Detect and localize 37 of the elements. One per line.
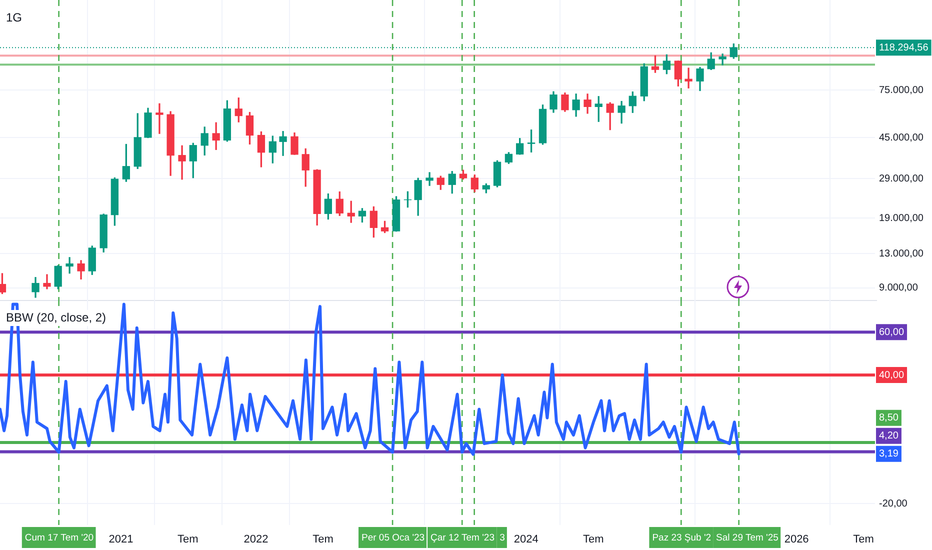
ref-line-label: Çar 12 Tem '23 [430, 532, 494, 544]
y-tick-label: 45.000,00 [879, 132, 924, 144]
candlestick [66, 257, 74, 274]
y-tick-label: 3,19 [879, 448, 899, 460]
candlestick [718, 54, 726, 66]
ref-line-label: 118.294,56 [879, 42, 929, 54]
y-tick-label: 19.000,00 [879, 212, 924, 224]
ref-line-label: 3 [500, 532, 505, 544]
x-tick-label: 2024 [514, 534, 538, 546]
y-tick-label: 29.000,00 [879, 173, 924, 184]
y-tick-label: 9.000,00 [879, 282, 918, 294]
ref-line-label: Per 05 Oca '23 [362, 532, 425, 544]
ref-line-label: Sal 29 Tem '25 [716, 532, 778, 544]
x-tick-label: 2026 [784, 534, 809, 546]
y-tick-label: 13.000,00 [879, 248, 924, 260]
candlestick [178, 145, 186, 180]
y-tick-label: 40,00 [879, 370, 904, 381]
ref-line-label: 4,20 [879, 430, 899, 442]
text: 1G [6, 10, 22, 24]
x-tick-label: Tem [178, 534, 198, 546]
candlestick [43, 274, 51, 290]
y-tick-label: 60,00 [879, 326, 904, 338]
ref-line-label: 8,50 [879, 412, 899, 424]
candlestick [426, 172, 434, 186]
candlestick [279, 131, 287, 156]
y-tick-label: -20,00 [879, 498, 908, 510]
candlestick [684, 68, 692, 88]
x-tick-label: Tem [853, 534, 874, 546]
y-tick-label: 75.000,00 [879, 84, 924, 96]
candlestick [156, 103, 164, 134]
x-tick-label: 2022 [244, 534, 268, 546]
text: BBW (20, close, 2) [6, 310, 106, 324]
x-tick-label: 2021 [108, 534, 134, 546]
ref-line-label: Cum 17 Tem '20 [24, 532, 94, 544]
x-tick-label: Tem [312, 534, 334, 546]
x-tick-label: Tem [583, 534, 604, 546]
ref-line-label: Paz 23 Şub '2 [652, 532, 712, 544]
